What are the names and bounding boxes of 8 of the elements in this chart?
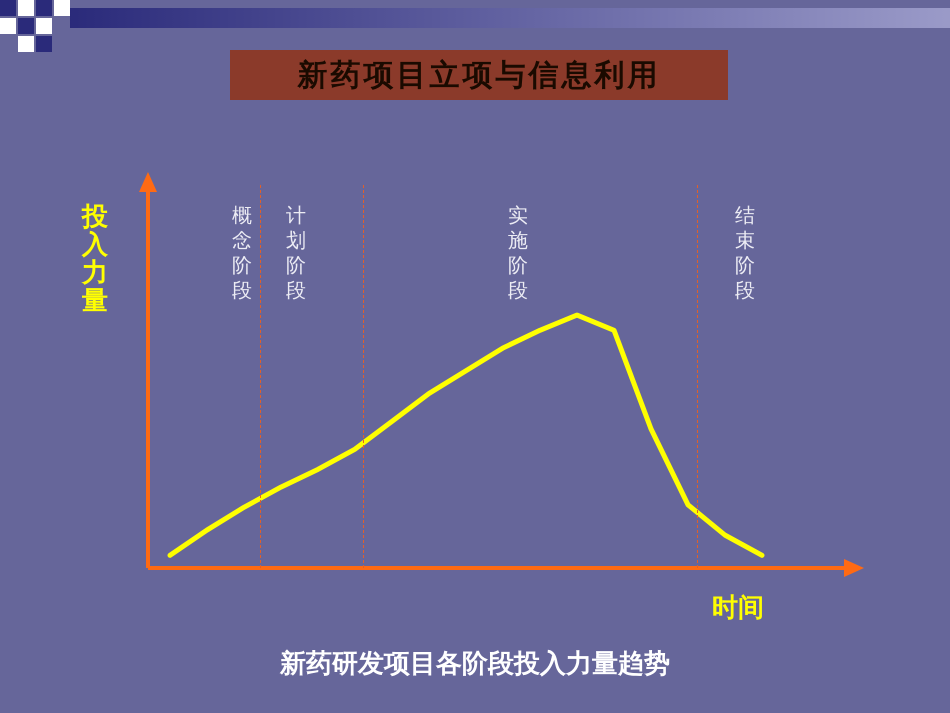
x-axis-title: 时间 — [712, 592, 764, 625]
y-axis-title: 投入力量 — [80, 202, 109, 316]
text: 实施阶段 — [507, 203, 529, 303]
chart-title: 新药项目立项与信息利用 — [230, 50, 728, 100]
text: 计划阶段 — [285, 203, 307, 303]
text: 概念阶段 — [231, 203, 253, 303]
text: 结束阶段 — [734, 203, 756, 303]
text: 新药研发项目各阶段投入力量趋势 — [278, 648, 671, 681]
